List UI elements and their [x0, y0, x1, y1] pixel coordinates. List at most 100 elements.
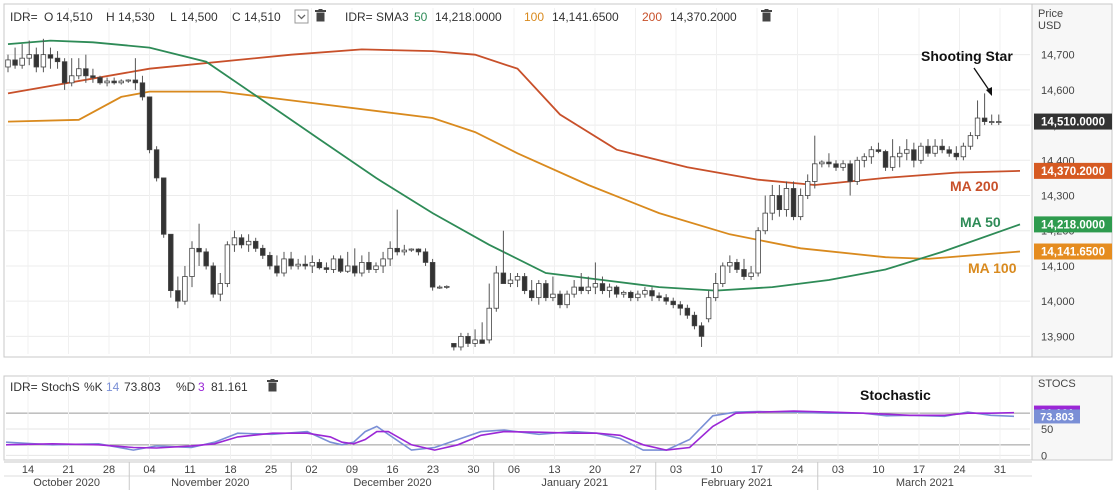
candle-up	[974, 117, 981, 137]
candle-down	[33, 54, 40, 68]
candle-up	[762, 212, 768, 232]
sma-label: IDR= SMA3	[345, 10, 409, 24]
candle-up	[436, 286, 443, 289]
candle-down	[415, 248, 422, 253]
price-badge	[1034, 162, 1112, 179]
x-tick-label: 20	[589, 464, 601, 476]
candle-down	[911, 149, 917, 161]
x-tick-label: 16	[386, 464, 398, 476]
sma100-value: 14,141.6500	[552, 10, 619, 24]
candle-up	[281, 258, 287, 274]
candle-up	[988, 121, 995, 123]
axis-labels: 14,70014,60014,50014,40014,30014,20014,1…	[4, 50, 1112, 490]
candle-up	[458, 335, 464, 348]
stoch-tick-label: 50	[1041, 424, 1053, 436]
candle-down	[54, 57, 61, 63]
candle-up	[861, 156, 868, 161]
candle-up	[550, 293, 556, 299]
price-badge	[1034, 113, 1112, 130]
price-axis-unit: USD	[1038, 20, 1061, 32]
candle-down	[875, 149, 882, 152]
candle-down	[288, 258, 294, 267]
price-badge-text: 14,370.2000	[1041, 166, 1105, 178]
x-tick-label: 06	[508, 464, 520, 476]
moving-averages	[7, 39, 1021, 292]
candle-up	[642, 290, 648, 295]
candle-up	[967, 135, 974, 147]
candle-down	[599, 283, 606, 292]
annotation-shooting-star: Shooting Star	[921, 48, 1013, 64]
candle-up	[585, 286, 592, 292]
stoch-badge-text: 73.803	[1040, 411, 1074, 423]
delete-stoch-button[interactable]	[267, 379, 278, 392]
legend-c-label: C	[232, 10, 241, 24]
candle-down	[500, 272, 507, 284]
stoch-k-value: 73.803	[124, 380, 161, 394]
stoch-axis-title: STOCS	[1038, 378, 1076, 390]
candle-down	[677, 304, 684, 309]
candle-up	[224, 244, 231, 284]
candle-up	[444, 285, 450, 288]
stoch-d-period: 3	[198, 380, 205, 394]
candle-down	[691, 314, 698, 327]
candle-up	[755, 230, 761, 274]
candle-up	[514, 276, 521, 281]
candle-down	[656, 295, 662, 299]
candle-down	[451, 343, 457, 348]
chevron-down-icon	[297, 14, 306, 20]
sma200-period: 200	[642, 10, 662, 24]
candle-down	[83, 68, 89, 77]
main-legend: IDR= O 14,510 H 14,530 L 14,500 C 14,510…	[10, 9, 772, 24]
x-tick-label: 21	[62, 464, 74, 476]
x-tick-label: 17	[913, 464, 925, 476]
candle-up	[380, 258, 386, 267]
x-tick-label: 03	[832, 464, 844, 476]
candle-down	[90, 75, 96, 78]
candle-up	[705, 297, 712, 320]
candle-down	[47, 54, 54, 59]
candle-down	[203, 251, 209, 267]
candle-up	[748, 272, 754, 277]
trash-icon	[267, 379, 278, 392]
candle-down	[557, 293, 563, 306]
x-tick-label: 02	[305, 464, 317, 476]
month-label: March 2021	[896, 477, 954, 489]
candle-down	[925, 145, 931, 154]
candle-up	[868, 149, 875, 158]
candle-up	[536, 283, 542, 299]
legend-o-label: O	[44, 10, 53, 24]
candle-up	[118, 80, 124, 84]
month-label: January 2021	[541, 477, 608, 489]
candle-down	[776, 195, 783, 211]
ma-line-ma50	[7, 39, 1021, 292]
price-badge-text: 14,218.0000	[1041, 219, 1105, 231]
delete-sma-button[interactable]	[761, 9, 772, 22]
candle-up	[330, 258, 337, 270]
x-tick-label: 31	[994, 464, 1006, 476]
candle-up	[854, 159, 860, 182]
candle-up	[125, 79, 132, 82]
arrow-head-icon	[986, 87, 992, 96]
candle-down	[97, 77, 103, 84]
candle-up	[344, 265, 351, 272]
candle-down	[302, 263, 308, 267]
legend-symbol: IDR=	[10, 10, 38, 24]
candle-down	[132, 79, 139, 84]
delete-series-button[interactable]	[315, 9, 326, 22]
candle-down	[521, 276, 528, 292]
candle-up	[769, 195, 776, 214]
stochastic-lines	[5, 410, 1015, 451]
candle-down	[543, 283, 549, 299]
annotation-ma200: MA 200	[950, 178, 999, 194]
candle-up	[812, 163, 818, 182]
candle-down	[981, 117, 988, 122]
candle-down	[61, 61, 68, 84]
candle-down	[210, 265, 216, 295]
candle-down	[196, 247, 202, 253]
candle-down	[146, 96, 153, 151]
candle-up	[996, 121, 1002, 123]
candle-up	[727, 262, 733, 267]
candle-up	[932, 145, 938, 154]
collapse-dropdown-button[interactable]	[294, 9, 309, 24]
